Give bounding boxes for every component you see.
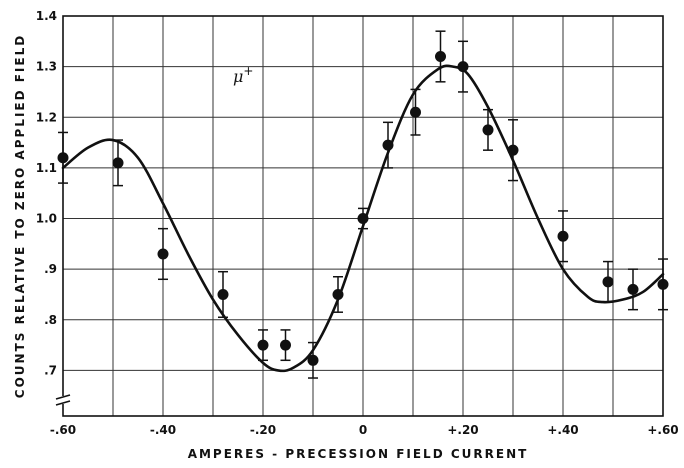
x-tick-label-2: -.20 bbox=[250, 423, 276, 437]
y-tick-label-4: 1.1 bbox=[36, 161, 57, 175]
data-marker-5 bbox=[280, 339, 291, 351]
data-marker-4 bbox=[257, 339, 269, 351]
data-marker-12 bbox=[457, 61, 469, 73]
fit-curve bbox=[61, 64, 665, 373]
y-tick-label-2: .9 bbox=[44, 262, 57, 276]
x-tick-label-0: -.60 bbox=[50, 423, 76, 437]
data-point-14 bbox=[507, 119, 519, 182]
x-tick-label-1: -.40 bbox=[150, 423, 176, 437]
data-point-4 bbox=[257, 329, 269, 362]
data-point-6 bbox=[307, 341, 319, 379]
x-tick-label-4: +.20 bbox=[447, 423, 478, 437]
plot-frame bbox=[62, 15, 664, 417]
data-marker-13 bbox=[482, 124, 494, 136]
annotation-mu: μ+ bbox=[233, 64, 253, 86]
data-marker-2 bbox=[157, 248, 169, 260]
y-tick-label-5: 1.2 bbox=[36, 110, 57, 124]
y-tick-label-0: .7 bbox=[44, 363, 57, 377]
data-marker-14 bbox=[507, 144, 519, 156]
x-tick-label-5: +.40 bbox=[547, 423, 578, 437]
axis-break-gap bbox=[57, 396, 69, 404]
data-point-10 bbox=[410, 88, 421, 136]
y-tick-label-1: .8 bbox=[44, 313, 57, 327]
data-marker-15 bbox=[557, 230, 569, 242]
curve-layer bbox=[61, 64, 665, 373]
annotation-mu-sup: + bbox=[243, 64, 253, 78]
data-marker-16 bbox=[602, 276, 614, 288]
data-point-15 bbox=[557, 210, 569, 263]
data-point-9 bbox=[382, 121, 394, 169]
axis-break-mark-lower bbox=[55, 400, 71, 406]
data-point-8 bbox=[357, 207, 369, 230]
data-point-12 bbox=[457, 40, 469, 93]
data-point-5 bbox=[280, 329, 291, 362]
y-tick-label-3: 1.0 bbox=[36, 212, 57, 226]
annotation-mu-text: μ bbox=[233, 67, 243, 86]
labels-layer: AMPERES - PRECESSION FIELD CURRENT COUNT… bbox=[13, 34, 529, 461]
data-marker-6 bbox=[307, 354, 319, 366]
data-point-7 bbox=[332, 276, 344, 313]
axis-break-mark-upper bbox=[55, 394, 71, 400]
data-point-16 bbox=[602, 260, 614, 303]
x-tick-label-6: +.60 bbox=[647, 423, 678, 437]
x-tick-label-3: 0 bbox=[359, 423, 367, 437]
data-point-11 bbox=[435, 30, 446, 83]
y-tick-label-7: 1.4 bbox=[36, 9, 57, 23]
data-marker-10 bbox=[410, 106, 421, 118]
axes-layer: -.60 -.40 -.20 0 +.20 +.40 +.60 .7 .8 .9 1.0 1.1 1.2… bbox=[36, 9, 679, 437]
data-point-17 bbox=[627, 268, 639, 311]
data-marker-11 bbox=[435, 51, 446, 63]
data-point-13 bbox=[482, 108, 494, 151]
data-marker-9 bbox=[382, 139, 394, 151]
y-tick-label-6: 1.3 bbox=[36, 60, 57, 74]
data-marker-8 bbox=[357, 213, 369, 225]
data-marker-17 bbox=[627, 283, 639, 295]
y-axis-title: COUNTS RELATIVE TO ZERO APPLIED FIELD bbox=[13, 34, 27, 398]
data-marker-3 bbox=[217, 288, 229, 300]
data-point-3 bbox=[217, 270, 229, 319]
data-marker-7 bbox=[332, 288, 344, 300]
data-point-1 bbox=[112, 139, 124, 187]
x-axis-title: AMPERES - PRECESSION FIELD CURRENT bbox=[188, 447, 529, 461]
data-point-2 bbox=[157, 227, 169, 281]
data-marker-1 bbox=[112, 157, 124, 169]
